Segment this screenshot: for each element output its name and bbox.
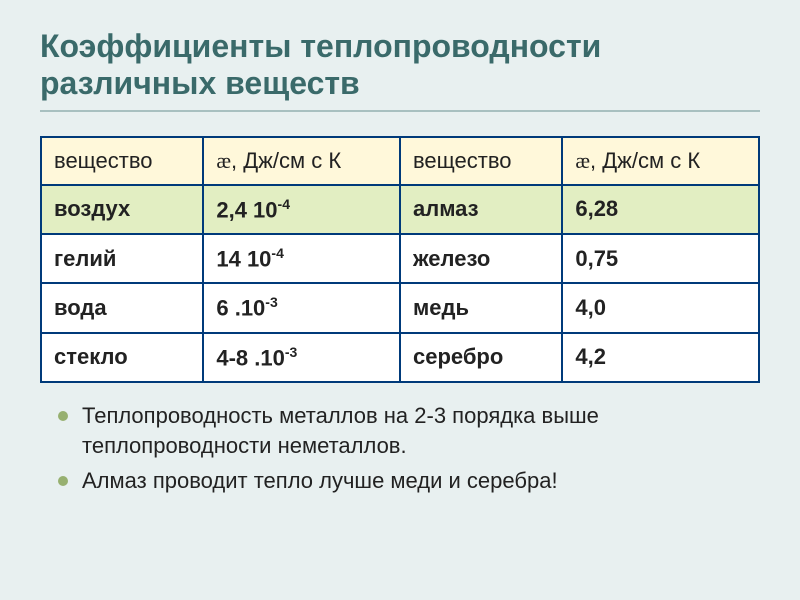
cell-substance: железо [400, 234, 562, 283]
bullet-item: Алмаз проводит тепло лучше меди и серебр… [58, 466, 760, 496]
cell-substance: гелий [41, 234, 203, 283]
cell-substance: медь [400, 283, 562, 332]
cell-value: 6,28 [562, 185, 759, 234]
bullet-item: Теплопроводность металлов на 2-3 порядка… [58, 401, 760, 460]
cell-substance: воздух [41, 185, 203, 234]
table-header-row: вещество æ, Дж/см с К вещество æ, Дж/см … [41, 137, 759, 185]
header-col4: æ, Дж/см с К [562, 137, 759, 185]
slide-title: Коэффициенты теплопроводности различных … [40, 28, 760, 102]
kappa-symbol: æ [575, 148, 590, 173]
cell-substance: серебро [400, 333, 562, 382]
title-separator [40, 110, 760, 112]
slide-container: Коэффициенты теплопроводности различных … [0, 0, 800, 600]
header-col1: вещество [41, 137, 203, 185]
cell-value: 4-8 .10-3 [203, 333, 400, 382]
cell-substance: стекло [41, 333, 203, 382]
header-col3: вещество [400, 137, 562, 185]
conductivity-table: вещество æ, Дж/см с К вещество æ, Дж/см … [40, 136, 760, 383]
table-row: воздух 2,4 10-4 алмаз 6,28 [41, 185, 759, 234]
header-col4-unit: , Дж/см с К [590, 148, 700, 173]
cell-substance: вода [41, 283, 203, 332]
table-row: стекло 4-8 .10-3 серебро 4,2 [41, 333, 759, 382]
table-row: вода 6 .10-3 медь 4,0 [41, 283, 759, 332]
kappa-symbol: æ [216, 148, 231, 173]
header-col2-unit: , Дж/см с К [231, 148, 341, 173]
cell-value: 0,75 [562, 234, 759, 283]
bullet-list: Теплопроводность металлов на 2-3 порядка… [40, 401, 760, 496]
cell-value: 2,4 10-4 [203, 185, 400, 234]
cell-value: 4,2 [562, 333, 759, 382]
cell-substance: алмаз [400, 185, 562, 234]
cell-value: 6 .10-3 [203, 283, 400, 332]
header-col2: æ, Дж/см с К [203, 137, 400, 185]
table-row: гелий 14 10-4 железо 0,75 [41, 234, 759, 283]
cell-value: 4,0 [562, 283, 759, 332]
cell-value: 14 10-4 [203, 234, 400, 283]
